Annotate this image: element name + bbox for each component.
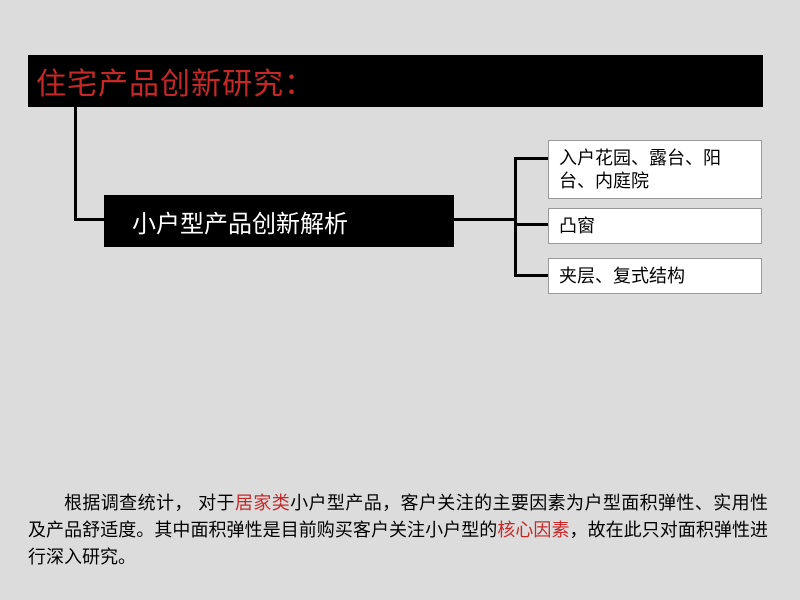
connector-line <box>514 223 548 226</box>
footer-highlight: 核心因素 <box>497 520 569 540</box>
footer-text: 根据调查统计， 对于 <box>64 493 235 513</box>
connector-line <box>514 157 517 277</box>
connector-line <box>454 218 514 221</box>
item-box-1: 入户花园、露台、阳台、内庭院 <box>548 140 762 199</box>
item-text: 夹层、复式结构 <box>559 265 685 288</box>
subtitle-box: 小户型产品创新解析 <box>104 195 454 247</box>
footer-paragraph: 根据调查统计， 对于居家类小户型产品，客户关注的主要因素为户型面积弹性、实用性及… <box>28 490 768 571</box>
connector-line <box>514 157 548 160</box>
subtitle-text: 小户型产品创新解析 <box>132 204 348 239</box>
connector-line <box>74 218 104 221</box>
item-text: 入户花园、露台、阳台、内庭院 <box>559 148 721 191</box>
title-text: 住宅产品创新研究： <box>36 59 315 103</box>
item-box-2: 凸窗 <box>548 208 762 244</box>
title-bar: 住宅产品创新研究： <box>28 55 763 107</box>
item-text: 凸窗 <box>559 215 595 238</box>
item-box-3: 夹层、复式结构 <box>548 258 762 294</box>
footer-highlight: 居家类 <box>235 493 290 513</box>
connector-line <box>514 274 548 277</box>
connector-line <box>74 107 77 220</box>
